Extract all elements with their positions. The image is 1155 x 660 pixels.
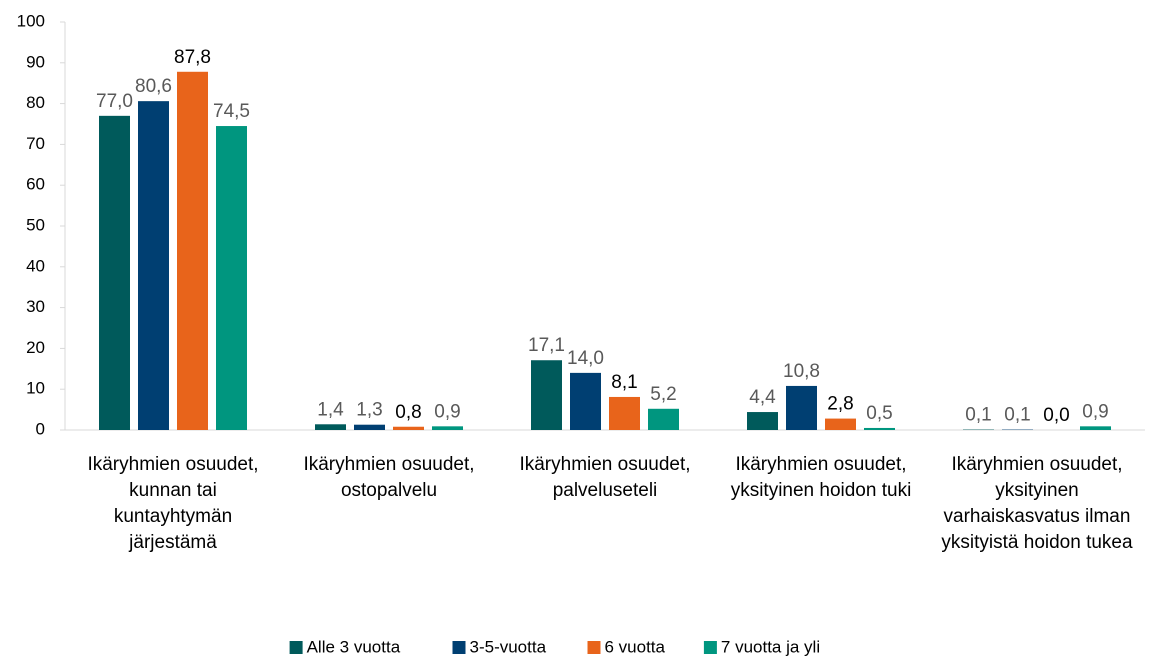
x-tick-label: Ikäryhmien osuudet, palveluseteli xyxy=(519,454,691,501)
legend-label: 3-5-vuotta xyxy=(470,637,547,656)
legend-swatch xyxy=(289,641,303,654)
data-label: 10,8 xyxy=(783,361,820,382)
bar xyxy=(354,424,385,430)
bar xyxy=(216,126,247,430)
bar xyxy=(825,418,856,430)
y-tick-label: 30 xyxy=(26,297,45,316)
data-label: 0,9 xyxy=(1082,401,1108,422)
bar xyxy=(1080,426,1111,430)
x-tick-label: Ikäryhmien osuudet, yksityinen hoidon tu… xyxy=(730,454,912,501)
bar xyxy=(648,408,679,430)
data-label: 0,8 xyxy=(395,402,421,423)
data-label: 1,3 xyxy=(356,400,382,421)
bar xyxy=(570,372,601,430)
y-tick-label: 80 xyxy=(26,93,45,112)
data-label: 0,5 xyxy=(866,403,892,424)
data-label: 0,1 xyxy=(965,405,991,426)
legend-label: Alle 3 vuotta xyxy=(307,637,401,656)
x-tick-label: Ikäryhmien osuudet, kunnan tai kuntayhty… xyxy=(87,454,259,553)
data-label: 80,6 xyxy=(135,76,172,97)
bar xyxy=(432,426,463,430)
bar xyxy=(531,360,562,430)
data-label: 2,8 xyxy=(827,394,853,415)
x-tick-label: Ikäryhmien osuudet, ostopalvelu xyxy=(303,454,475,501)
data-label: 17,1 xyxy=(528,335,565,356)
data-label: 5,2 xyxy=(650,384,676,405)
bar xyxy=(393,426,424,430)
bar xyxy=(747,412,778,430)
bar xyxy=(138,101,169,430)
legend-label: 7 vuotta ja yli xyxy=(721,637,820,656)
data-label: 0,9 xyxy=(434,401,460,422)
bar xyxy=(786,385,817,430)
y-tick-label: 40 xyxy=(26,256,45,275)
bar xyxy=(864,427,895,430)
legend-swatch xyxy=(587,641,601,654)
y-tick-label: 100 xyxy=(17,11,45,30)
data-label: 77,0 xyxy=(96,91,133,112)
y-tick-label: 70 xyxy=(26,134,45,153)
legend-swatch xyxy=(703,641,717,654)
data-label: 1,4 xyxy=(317,399,344,420)
data-label: 87,8 xyxy=(174,47,211,68)
legend-label: 6 vuotta xyxy=(605,637,666,656)
y-tick-label: 10 xyxy=(26,379,45,398)
y-tick-label: 60 xyxy=(26,175,45,194)
data-label: 4,4 xyxy=(749,387,776,408)
data-label: 0,0 xyxy=(1043,405,1069,426)
bar xyxy=(99,115,130,430)
data-label: 74,5 xyxy=(213,101,250,122)
y-tick-label: 50 xyxy=(26,215,45,234)
y-tick-label: 90 xyxy=(26,52,45,71)
bar xyxy=(609,396,640,430)
data-label: 14,0 xyxy=(567,348,604,369)
legend-swatch xyxy=(452,641,466,654)
data-label: 8,1 xyxy=(611,372,637,393)
bar xyxy=(315,424,346,430)
bar xyxy=(177,71,208,430)
data-label: 0,1 xyxy=(1004,405,1030,426)
y-tick-label: 0 xyxy=(36,419,45,438)
x-tick-label: Ikäryhmien osuudet, yksityinen varhaiska… xyxy=(941,454,1133,553)
y-tick-label: 20 xyxy=(26,338,45,357)
